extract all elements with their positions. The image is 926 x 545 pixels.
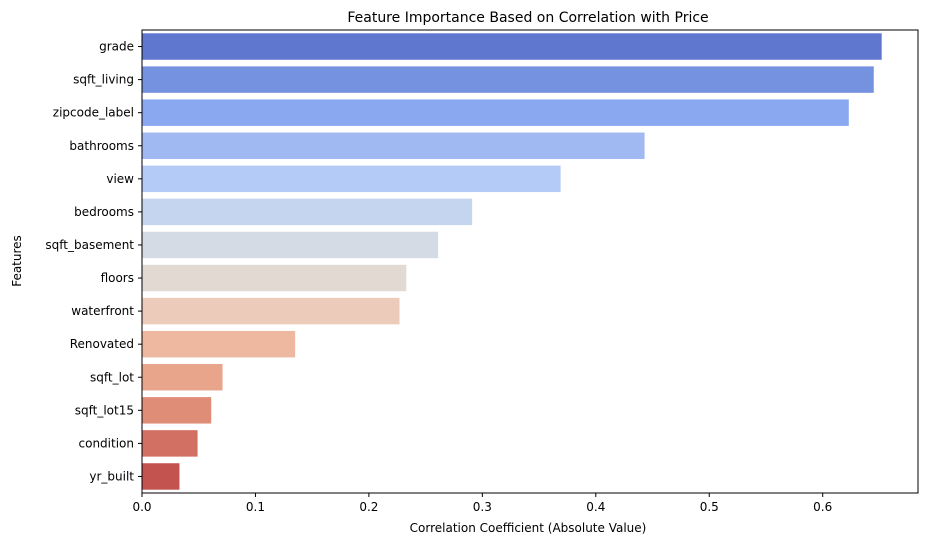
bar-condition: [142, 430, 198, 457]
y-tick-label: Renovated: [70, 337, 134, 351]
bar-view: [142, 165, 561, 193]
bars-layer: [142, 33, 882, 490]
bar-grade: [142, 33, 882, 60]
x-axis-title: Correlation Coefficient (Absolute Value): [410, 521, 647, 535]
y-tick-label: condition: [79, 436, 134, 450]
y-tick-label: sqft_lot15: [75, 403, 134, 417]
bar-yr-built: [142, 463, 180, 490]
x-tick-label: 0.1: [246, 500, 265, 514]
x-tick-label: 0.4: [586, 500, 605, 514]
y-tick-label: yr_built: [89, 469, 134, 483]
y-tick-label: bathrooms: [69, 139, 134, 153]
y-tick-label: zipcode_label: [53, 106, 134, 120]
bar-bathrooms: [142, 132, 645, 159]
x-tick-label: 0.3: [473, 500, 492, 514]
bar-waterfront: [142, 297, 400, 325]
bar-bedrooms: [142, 198, 473, 226]
y-tick-label: floors: [101, 271, 134, 285]
bar-sqft-basement: [142, 231, 439, 259]
y-tick-label: sqft_basement: [45, 238, 134, 252]
x-tick-label: 0.6: [813, 500, 832, 514]
bar-sqft-lot: [142, 364, 223, 391]
x-axis-ticks: 0.0 0.1 0.2 0.3 0.4 0.5 0.6: [132, 493, 832, 514]
y-tick-label: waterfront: [71, 304, 134, 318]
x-tick-label: 0.5: [700, 500, 719, 514]
x-tick-label: 0.2: [359, 500, 378, 514]
y-tick-label: view: [106, 172, 134, 186]
y-tick-label: sqft_lot: [90, 370, 134, 384]
bar-renovated: [142, 330, 296, 358]
bar-zipcode-label: [142, 99, 849, 126]
bar-sqft-lot15: [142, 397, 212, 424]
bar-floors: [142, 264, 407, 292]
x-tick-label: 0.0: [132, 500, 151, 514]
bar-sqft-living: [142, 66, 874, 93]
y-tick-label: sqft_living: [73, 73, 134, 87]
chart-title: Feature Importance Based on Correlation …: [347, 10, 708, 26]
y-tick-label: grade: [99, 40, 134, 54]
plot-frame: [141, 29, 919, 494]
y-tick-label: bedrooms: [74, 205, 134, 219]
y-axis-ticks: grade sqft_living zipcode_label bathrooms vi…: [45, 40, 142, 483]
y-axis-title: Features: [10, 235, 24, 287]
